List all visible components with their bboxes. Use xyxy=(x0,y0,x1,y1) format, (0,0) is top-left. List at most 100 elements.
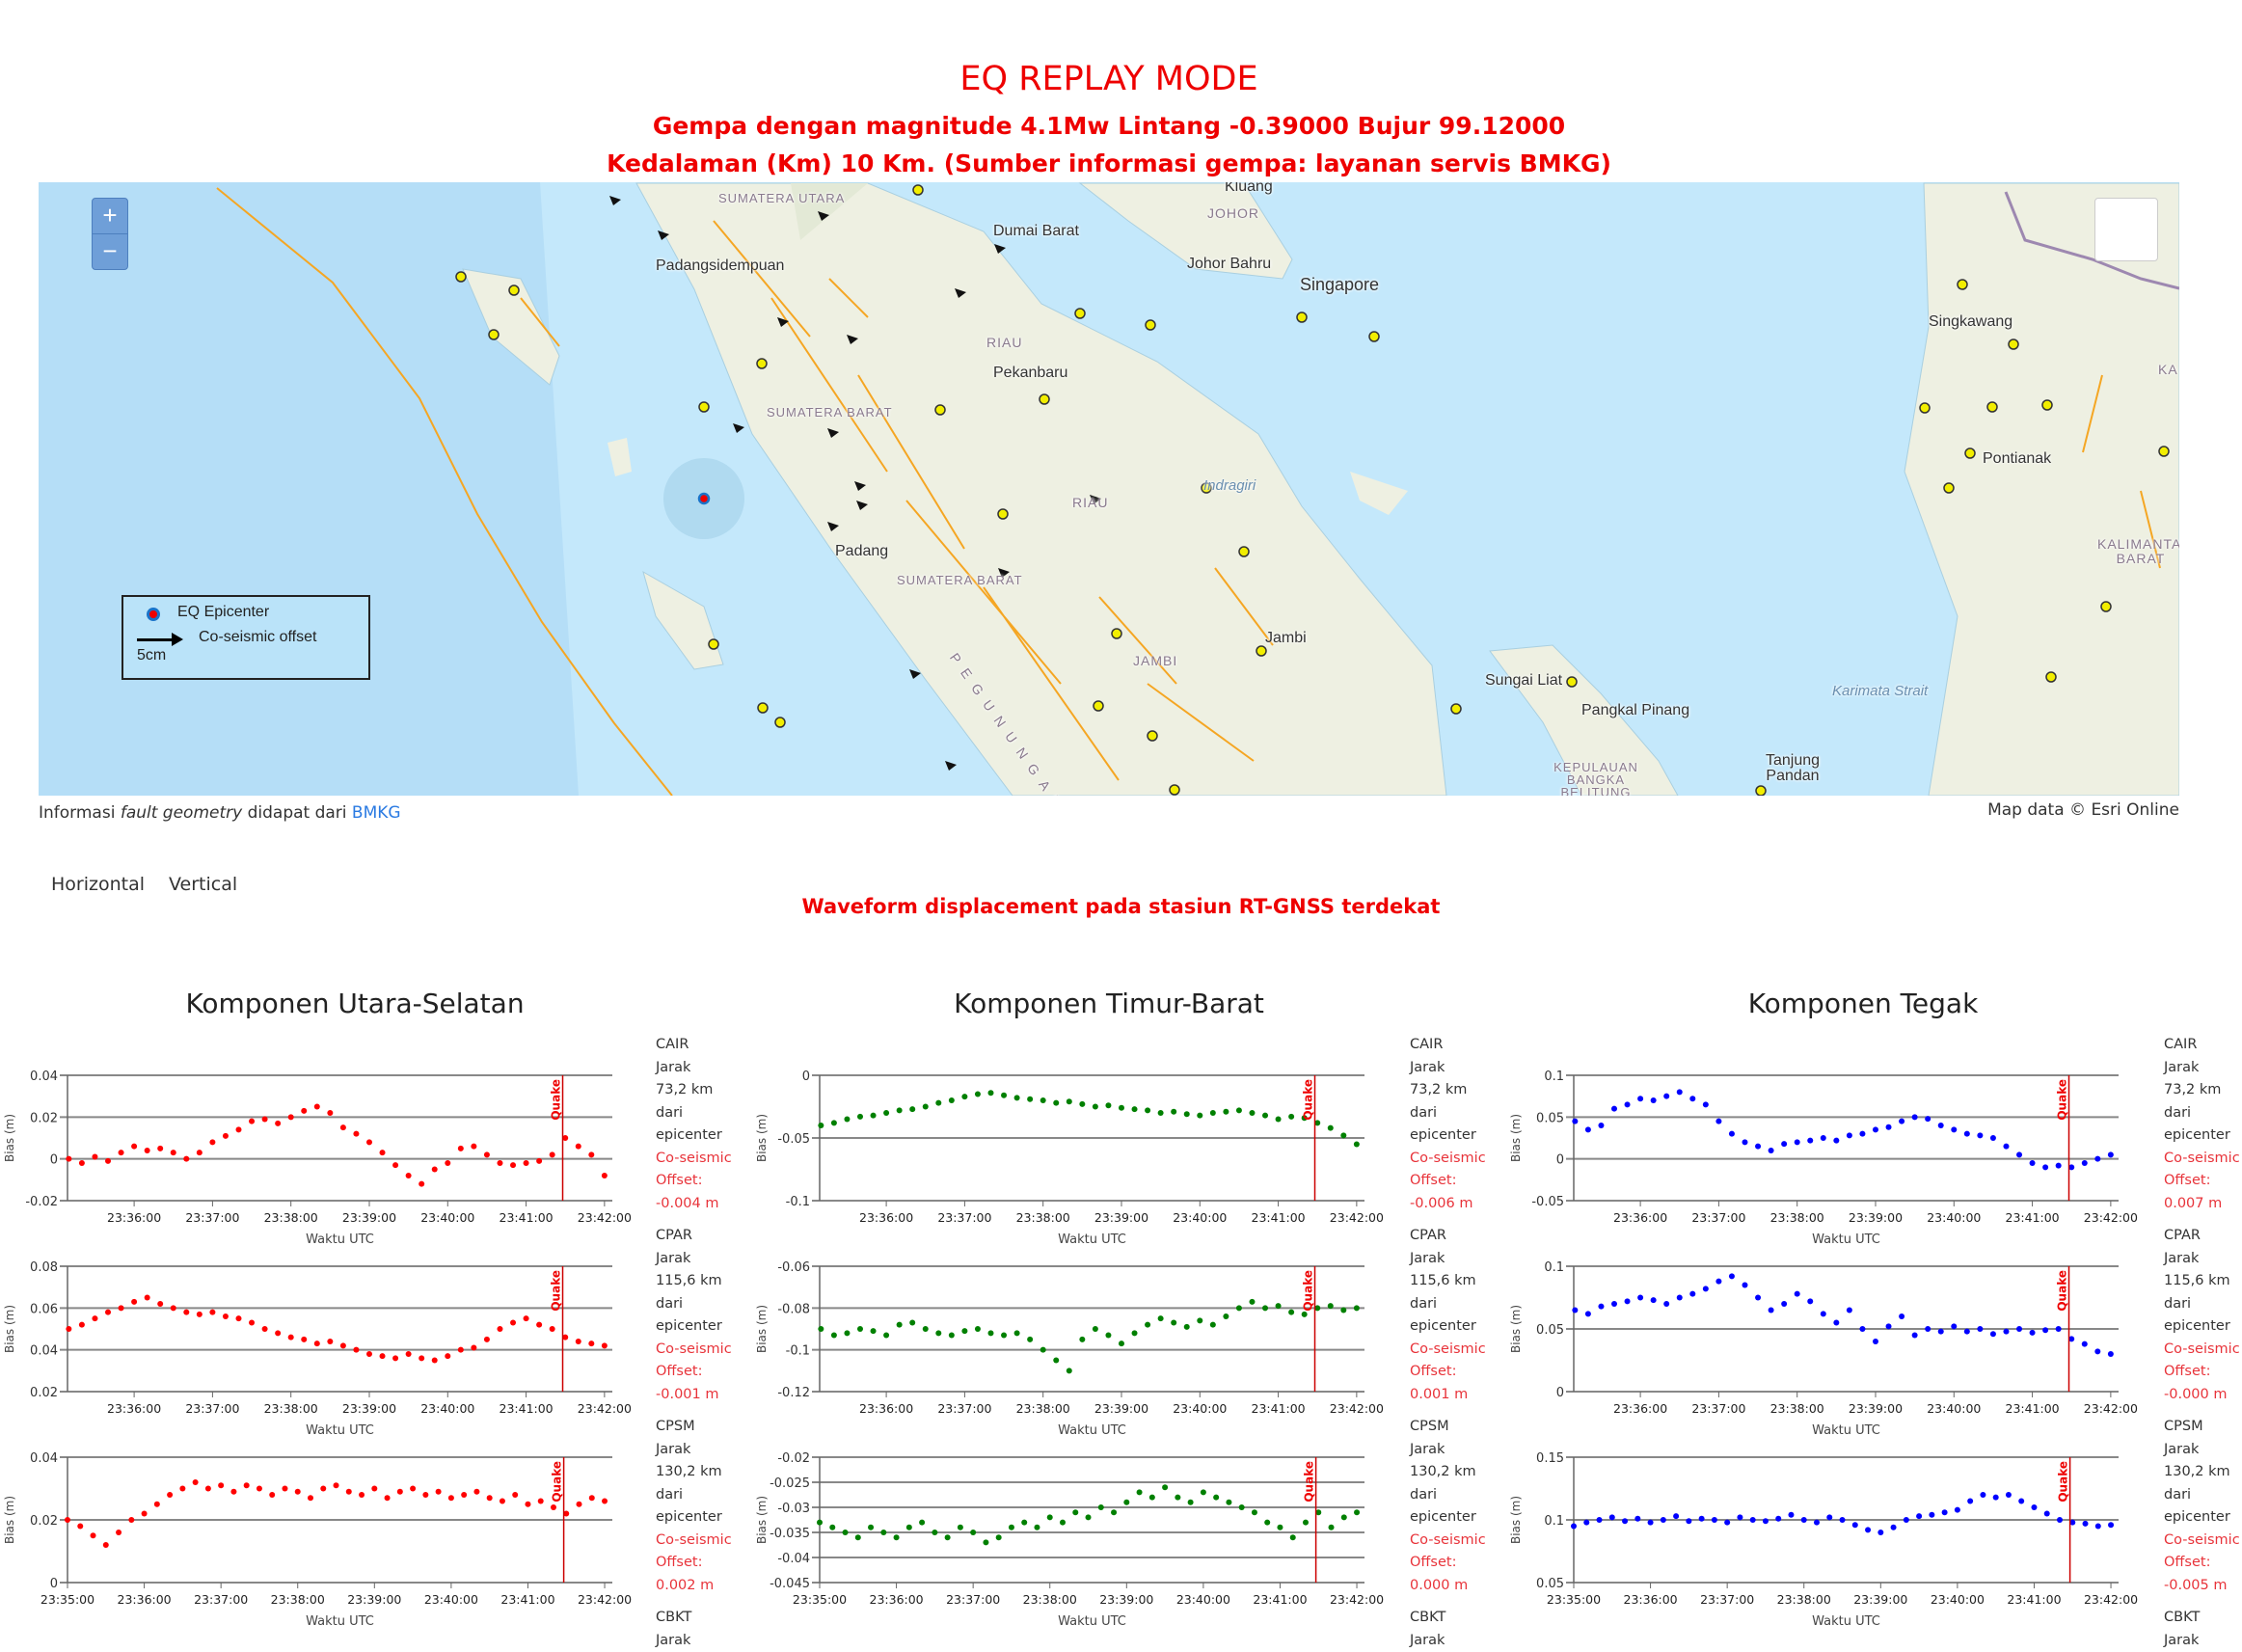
zoom-in-button[interactable]: + xyxy=(92,198,128,234)
data-point xyxy=(1598,1304,1604,1310)
data-point xyxy=(2042,1327,2048,1333)
data-point xyxy=(406,1351,412,1357)
station-jarak: Jarak xyxy=(656,1439,732,1462)
data-point xyxy=(1699,1516,1705,1522)
map-label: RIAU xyxy=(986,335,1022,350)
quake-marker-label: Quake xyxy=(1303,1461,1316,1503)
data-point xyxy=(1925,1326,1931,1332)
bmkg-link[interactable]: BMKG xyxy=(352,803,401,823)
x-tick-label: 23:41:00 xyxy=(2006,1210,2060,1225)
data-point xyxy=(1912,1333,1918,1339)
station-cs: Co-seismic xyxy=(1410,1148,1486,1171)
map-control-button[interactable] xyxy=(2094,198,2158,261)
data-point xyxy=(1328,1303,1334,1309)
data-point xyxy=(1821,1311,1826,1316)
data-point xyxy=(550,1326,555,1332)
station-distance: 73,2 km xyxy=(2164,1079,2240,1102)
map-label: Karimata Strait xyxy=(1832,684,1919,699)
data-point xyxy=(119,1150,124,1155)
data-point xyxy=(1814,1520,1820,1526)
data-point xyxy=(602,1342,608,1348)
data-point xyxy=(154,1502,160,1507)
map[interactable]: SUMATERA UTARA Padangsidempuan Dumai Bar… xyxy=(39,182,2179,796)
data-point xyxy=(301,1108,307,1114)
data-point xyxy=(1795,1291,1800,1297)
data-point xyxy=(1689,1291,1695,1297)
x-tick-label: 23:36:00 xyxy=(859,1210,913,1225)
data-point xyxy=(1833,1320,1839,1326)
x-tick-label: 23:35:00 xyxy=(793,1592,847,1607)
column-title-east-west: Komponen Timur-Barat xyxy=(800,988,1418,1019)
x-tick-label: 23:37:00 xyxy=(1700,1592,1754,1607)
data-point xyxy=(818,1123,824,1128)
data-point xyxy=(1340,1308,1346,1313)
data-point xyxy=(327,1339,333,1344)
data-point xyxy=(1769,1148,1774,1153)
y-tick-label: -0.05 xyxy=(1531,1195,1564,1209)
station-distance: 115,6 km xyxy=(2164,1270,2240,1293)
data-point xyxy=(295,1489,301,1495)
tab-horizontal[interactable]: Horizontal xyxy=(51,874,145,895)
map-label: Jambi xyxy=(1265,630,1307,647)
x-tick-label: 23:42:00 xyxy=(578,1401,632,1416)
data-point xyxy=(1093,1326,1098,1332)
page-title: EQ REPLAY MODE xyxy=(0,60,2218,98)
data-point xyxy=(1201,1489,1206,1495)
station-offset-value: -0.004 m xyxy=(656,1193,732,1216)
station-epicenter: epicenter xyxy=(2164,1506,2240,1530)
data-point xyxy=(1742,1139,1747,1145)
data-point xyxy=(1942,1509,1948,1515)
tab-vertical[interactable]: Vertical xyxy=(169,874,237,895)
data-point xyxy=(1276,1303,1282,1309)
caption-text: didapat dari xyxy=(242,803,352,823)
data-point xyxy=(510,1162,516,1168)
data-point xyxy=(1775,1516,1781,1522)
data-point xyxy=(353,1131,359,1137)
station-name: CAIR xyxy=(2164,1034,2240,1057)
data-point xyxy=(919,1520,925,1526)
x-tick-label: 23:41:00 xyxy=(500,1592,554,1607)
data-point xyxy=(1877,1530,1883,1535)
map-label: Pangkal Pinang xyxy=(1581,703,1659,718)
zoom-out-button[interactable]: − xyxy=(92,233,128,270)
data-point xyxy=(1027,1337,1033,1342)
data-point xyxy=(2031,1504,2037,1510)
data-point xyxy=(1014,1095,1020,1100)
station-offset-value: -0.006 m xyxy=(1410,1193,1486,1216)
data-point xyxy=(473,1489,479,1495)
station-dari: dari xyxy=(1410,1293,1486,1316)
station-distance: 73,2 km xyxy=(1410,1079,1486,1102)
epicenter-marker xyxy=(699,494,709,503)
data-point xyxy=(334,1482,339,1488)
station-cs: Co-seismic xyxy=(656,1148,732,1171)
y-tick-label: 0 xyxy=(1556,1153,1564,1168)
x-tick-label: 23:37:00 xyxy=(185,1210,239,1225)
waveform-chart-cpsm-ew[interactable]: -0.045-0.04-0.035-0.03-0.025-0.0223:35:0… xyxy=(752,1443,1427,1640)
y-tick-label: 0.02 xyxy=(30,1514,58,1529)
data-point xyxy=(1223,1313,1229,1319)
x-tick-label: 23:41:00 xyxy=(500,1210,554,1225)
data-point xyxy=(961,1328,967,1334)
y-axis-label: Bias (m) xyxy=(755,1305,769,1353)
data-point xyxy=(1715,1279,1721,1285)
y-axis-label: Bias (m) xyxy=(755,1114,769,1162)
data-point xyxy=(932,1530,937,1535)
data-point xyxy=(410,1486,416,1492)
map-label: RIAU xyxy=(1072,495,1108,510)
data-point xyxy=(392,1355,398,1361)
x-tick-label: 23:37:00 xyxy=(185,1401,239,1416)
y-tick-label: 0.02 xyxy=(30,1111,58,1125)
y-tick-label: 0.08 xyxy=(30,1260,58,1275)
x-tick-label: 23:39:00 xyxy=(342,1401,396,1416)
waveform-title: Waveform displacement pada stasiun RT-GN… xyxy=(0,895,2242,918)
